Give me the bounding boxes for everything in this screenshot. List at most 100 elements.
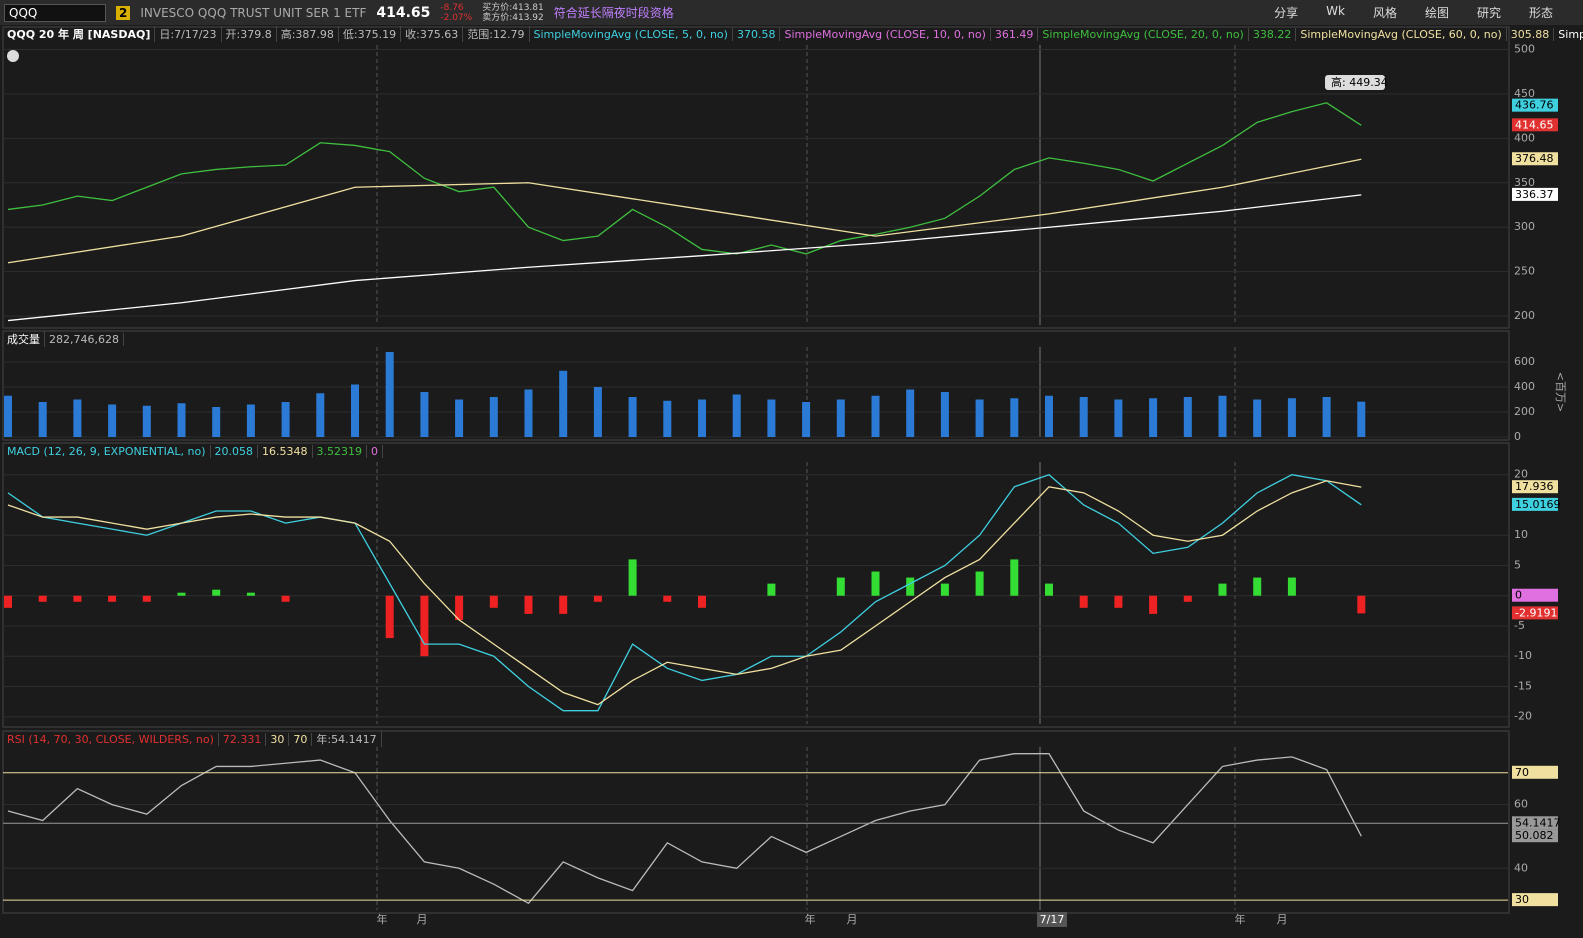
volume-bar xyxy=(871,395,880,437)
volume-bar xyxy=(73,399,82,437)
price-marker-label: 336.37 xyxy=(1515,188,1554,201)
y-tick-label: 200 xyxy=(1514,405,1535,418)
volume-bar xyxy=(246,404,255,437)
header-item: 72.331 xyxy=(219,732,267,746)
series-line xyxy=(7,753,1362,905)
macd-histogram-bar xyxy=(455,595,464,620)
symbol-input[interactable]: QQQ xyxy=(4,3,106,22)
volume-bar xyxy=(732,394,741,437)
header-item: 低:375.19 xyxy=(339,26,402,42)
price-marker-label: 50.082 xyxy=(1515,829,1554,842)
macd-histogram-bar xyxy=(212,589,221,596)
volume-bar xyxy=(698,399,706,437)
header-item: 0 xyxy=(367,444,384,458)
y-tick-label: 10 xyxy=(1514,528,1528,541)
price-marker xyxy=(1512,893,1558,907)
volume-bar xyxy=(802,402,811,437)
y-tick-label: 300 xyxy=(1514,220,1535,233)
toolbar-button[interactable]: 形态 xyxy=(1528,6,1553,20)
macd-histogram-bar xyxy=(1010,559,1019,596)
series-line xyxy=(7,473,1362,712)
header-item: SimpleMovingAvg (CLOSE, 60, 0, no) xyxy=(1296,27,1507,41)
header-item: 361.49 xyxy=(991,27,1039,41)
macd-histogram-bar xyxy=(177,592,186,596)
macd-histogram-bar xyxy=(1114,595,1123,608)
time-label: 月 xyxy=(1277,913,1288,926)
volume-bar xyxy=(316,393,325,437)
macd-histogram-bar xyxy=(4,595,12,608)
price-marker xyxy=(1512,765,1558,779)
time-label: 月 xyxy=(417,913,428,926)
y-tick-label: 350 xyxy=(1514,176,1535,189)
toolbar-button[interactable]: Wk xyxy=(1326,4,1345,18)
macd-histogram-bar xyxy=(836,577,845,596)
volume-bar xyxy=(1218,395,1227,437)
toolbar-button[interactable]: 绘图 xyxy=(1424,6,1449,20)
time-label: 7/17 xyxy=(1040,913,1065,926)
volume-bar xyxy=(593,387,602,437)
volume-bar xyxy=(559,370,568,437)
high-bubble xyxy=(1325,75,1385,90)
header-item: SimpleMoving... xyxy=(1554,28,1583,41)
change-box: -8.76 -2.07% xyxy=(440,3,472,23)
price-marker xyxy=(1512,497,1558,511)
panel-header: RSI (14, 70, 30, CLOSE, WILDERS, no) 72.3… xyxy=(3,731,382,747)
header-item: 收:375.63 xyxy=(401,26,464,42)
price-marker-label: 0 xyxy=(1515,589,1522,602)
y-tick-label: 0 xyxy=(1514,430,1521,443)
y-tick-label: -15 xyxy=(1514,679,1532,692)
y-tick-label: 60 xyxy=(1514,798,1528,811)
panel-frame xyxy=(2,730,1510,914)
change-pct: -2.07% xyxy=(440,12,473,23)
header-item: QQQ 20 年 周 [NASDAQ] xyxy=(3,26,156,42)
price-marker-label: 436.76 xyxy=(1515,99,1554,112)
description: INVESCO QQQ TRUST UNIT SER 1 ETF xyxy=(140,5,367,20)
macd-histogram-bar xyxy=(142,595,151,602)
volume-bar xyxy=(1357,401,1366,437)
macd-histogram-bar xyxy=(1357,595,1366,614)
time-label: 月 xyxy=(847,913,858,926)
last-price: 414.65 xyxy=(376,4,431,21)
toolbar-button[interactable]: 风格 xyxy=(1372,6,1397,20)
panel-frame xyxy=(2,330,1510,441)
panel-header: 成交量 282,746,628 xyxy=(3,331,124,347)
macd-histogram-bar xyxy=(385,595,394,639)
panel-frame xyxy=(2,26,1510,329)
volume-bar xyxy=(385,352,394,437)
ask: 卖方价:413.92 xyxy=(482,12,544,23)
volume-bar xyxy=(663,400,672,437)
volume-bar xyxy=(38,402,47,437)
volume-bar xyxy=(1114,399,1123,437)
price-marker xyxy=(1512,606,1558,620)
macd-histogram-bar xyxy=(559,595,568,614)
y-tick-label: 20 xyxy=(1514,468,1528,481)
price-marker-label: 414.65 xyxy=(1515,118,1554,131)
buttons: 分享 Wk 风格 绘图 研究 形态 xyxy=(1274,4,1553,21)
volume-bar xyxy=(142,405,151,437)
volume-bar xyxy=(1183,397,1192,437)
macd-histogram-bar xyxy=(698,595,706,608)
macd-histogram-bar xyxy=(663,595,672,602)
volume-unit: <百万> xyxy=(1554,372,1567,412)
header-item: 日:7/17/23 xyxy=(155,26,222,42)
header-item: SimpleMovingAvg (CLOSE, 5, 0, no) xyxy=(530,27,733,41)
price-marker xyxy=(1512,98,1558,112)
toolbar-button[interactable]: 研究 xyxy=(1476,6,1501,20)
toolbar-button[interactable]: 分享 xyxy=(1274,6,1299,20)
macd-histogram-bar xyxy=(940,583,949,596)
volume-bar xyxy=(906,389,915,437)
volume-bar xyxy=(1253,399,1262,437)
volume-bar xyxy=(420,392,429,437)
y-tick-label: -5 xyxy=(1514,619,1525,632)
macd-histogram-bar xyxy=(1287,577,1296,596)
header-item: 370.58 xyxy=(733,27,781,41)
y-tick-label: 500 xyxy=(1514,42,1535,55)
volume-bar xyxy=(1149,398,1158,437)
macd-histogram-bar xyxy=(906,577,915,596)
macd-histogram-bar xyxy=(1079,595,1088,608)
y-tick-label: -10 xyxy=(1514,649,1532,662)
volume-bar xyxy=(177,403,186,437)
high-annotation: 高: 449.34 xyxy=(1331,75,1388,89)
price-marker-label: 54.1417 xyxy=(1515,816,1561,829)
price-marker-label: -2.9191 xyxy=(1515,606,1557,619)
